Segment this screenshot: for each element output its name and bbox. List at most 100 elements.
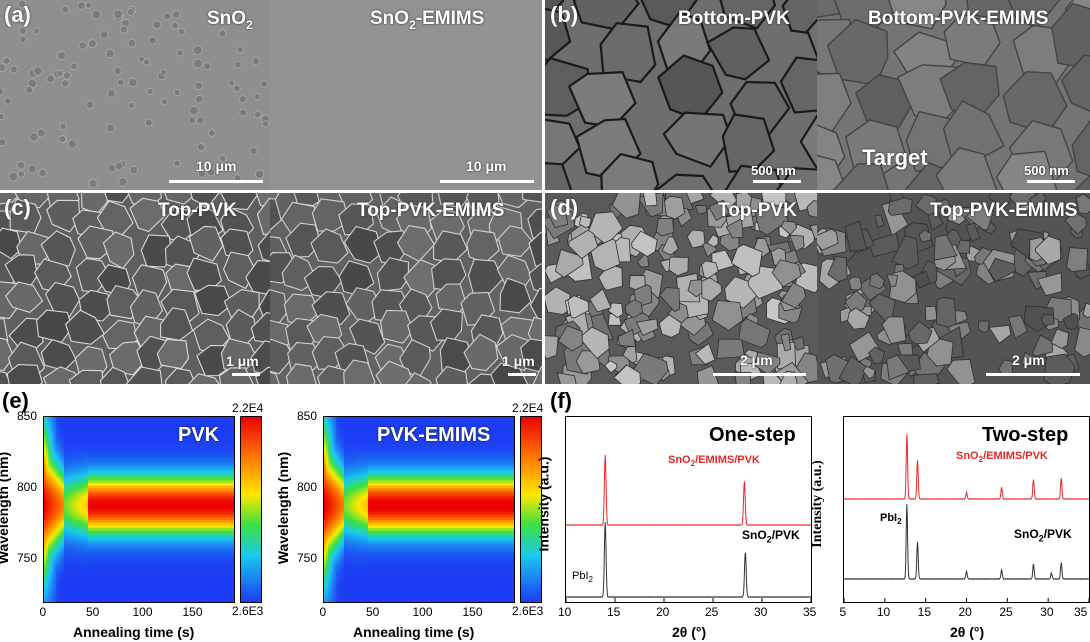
heat-cell: [130, 562, 133, 566]
sem-title-sno2: SnO2: [207, 8, 253, 32]
heat-cell: [110, 591, 113, 595]
heat-cell: [96, 472, 99, 476]
heat-cell: [44, 520, 47, 524]
heat-cell: [104, 448, 107, 452]
heat-cell: [118, 430, 121, 434]
heat-cell: [134, 567, 137, 571]
heat-cell: [130, 533, 133, 537]
heat-cell: [58, 480, 61, 484]
heat-cell: [52, 525, 55, 529]
heatmap-pvk-svg: [44, 417, 234, 602]
heat-cell: [132, 580, 135, 585]
heat-cell: [62, 506, 65, 511]
heat-cell: [106, 570, 109, 574]
heat-cell: [44, 549, 47, 553]
heat-cell: [74, 533, 77, 537]
heat-cell: [94, 443, 97, 447]
heat-cell: [136, 435, 139, 439]
heat-cell: [106, 567, 109, 571]
heat-cell: [52, 596, 55, 600]
heat-cell: [108, 443, 111, 447]
heat-cell: [138, 427, 141, 431]
heat-cell: [60, 493, 63, 497]
heat-cell: [100, 477, 103, 482]
heat-cell: [116, 501, 119, 505]
heat-cell: [46, 549, 49, 553]
heat-cell: [72, 461, 75, 466]
heat-cell: [88, 472, 91, 476]
heat-cell: [132, 533, 135, 537]
heat-cell: [84, 514, 87, 519]
heat-cell: [68, 509, 71, 513]
grain: [270, 198, 282, 231]
heat-cell: [122, 533, 125, 537]
grain: [405, 372, 432, 384]
heat-cell: [132, 525, 135, 529]
heat-cell: [98, 586, 101, 590]
heat-cell: [74, 422, 77, 426]
heat-cell: [76, 506, 79, 511]
heat-cell: [44, 469, 47, 474]
heat-cell: [50, 448, 53, 452]
heat-cell: [120, 417, 123, 421]
heat-cell: [108, 464, 111, 468]
heat-cell: [90, 464, 93, 468]
heat-cell: [90, 514, 93, 519]
heat-cell: [112, 469, 115, 474]
heat-cell: [76, 467, 79, 471]
heat-cell: [114, 567, 117, 571]
heat-cell: [92, 443, 95, 447]
heat-cell: [88, 475, 91, 479]
heat-cell: [84, 522, 87, 526]
heat-cell: [48, 557, 51, 561]
heat-cell: [86, 424, 89, 429]
heat-cell: [78, 557, 81, 561]
heat-cell: [82, 599, 85, 602]
heat-cell: [60, 456, 63, 460]
heat-cell: [62, 464, 65, 468]
heat-cell: [46, 594, 49, 598]
heat-cell: [90, 483, 93, 487]
heat-cell: [58, 543, 61, 548]
heat-cell: [88, 451, 91, 455]
heat-cell: [132, 440, 135, 445]
heat-cell: [86, 575, 89, 579]
heat-cell: [86, 570, 89, 574]
heat-cell: [90, 562, 93, 566]
heat-cell: [90, 546, 93, 550]
grain: [888, 0, 947, 30]
heat-cell: [114, 586, 117, 590]
heat-cell: [108, 586, 111, 590]
heat-cell: [48, 586, 51, 590]
heat-cell: [102, 554, 105, 558]
heat-cell: [144, 530, 147, 534]
crystal: [663, 195, 686, 220]
heat-cell: [142, 528, 145, 532]
heat-cell: [64, 578, 67, 582]
heat-cell: [100, 546, 103, 550]
heat-cell: [60, 498, 63, 503]
heat-cell: [80, 530, 83, 534]
heat-cell: [92, 559, 95, 563]
heat-cell: [128, 514, 131, 519]
heat-cell: [134, 546, 137, 550]
heat-cell: [72, 530, 75, 534]
heat-cell: [70, 446, 73, 450]
grain: [255, 366, 270, 384]
heat-cell: [118, 538, 121, 542]
heat-cell: [54, 477, 57, 482]
heat-cell: [44, 565, 47, 569]
heat-cell: [144, 488, 147, 492]
crystal: [913, 373, 940, 384]
heat-cell: [86, 594, 89, 598]
heat-cell: [126, 440, 129, 445]
heat-cell: [82, 512, 85, 516]
substrate-particle: [127, 38, 137, 48]
heat-cell: [118, 535, 121, 540]
heat-cell: [118, 506, 121, 511]
heat-cell: [70, 438, 73, 442]
heat-cell: [124, 461, 127, 466]
heat-cell: [58, 440, 61, 445]
heat-cell: [62, 435, 65, 439]
heat-cell: [48, 461, 51, 466]
